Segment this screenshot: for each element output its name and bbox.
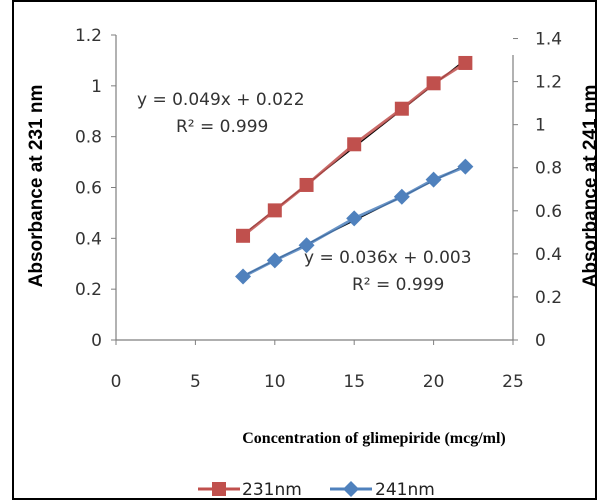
data-point-231nm bbox=[347, 137, 362, 152]
data-point-241nm bbox=[298, 237, 315, 254]
y2-tick-label: 1.2 bbox=[535, 73, 562, 93]
legend-label-241: 241nm bbox=[375, 480, 435, 500]
y-tick-label: 0.8 bbox=[75, 128, 102, 148]
legend-label-231: 231nm bbox=[242, 480, 302, 500]
y2-tick-label: 0.6 bbox=[535, 202, 562, 222]
data-point-231nm bbox=[299, 177, 314, 192]
x-tick-label: 20 bbox=[423, 372, 445, 392]
equation-231: y = 0.049x + 0.022 bbox=[137, 90, 305, 110]
y-tick-label: 0 bbox=[91, 331, 102, 351]
y2-tick-label: 0.2 bbox=[535, 288, 562, 308]
legend-marker-241 bbox=[343, 481, 359, 497]
tick-labels-layer: 0 0.2 0.4 0.6 0.8 1 1.2 0 0.2 0.4 0.6 0.8 1 1.2 1.4 0 5 1… bbox=[75, 26, 562, 392]
equation-241: y = 0.036x + 0.003 bbox=[304, 248, 472, 268]
y-axis-label: Absorbance at 231 nm bbox=[26, 85, 47, 288]
x-tick-label: 25 bbox=[502, 372, 524, 392]
y2-axis-label: Absorbance at 241 nm bbox=[580, 85, 601, 288]
x-tick-label: 5 bbox=[190, 372, 201, 392]
legend-marker-231 bbox=[212, 482, 226, 496]
data-point-241nm bbox=[425, 171, 442, 188]
y2-tick-label: 0.8 bbox=[535, 159, 562, 179]
data-point-241nm bbox=[235, 268, 252, 285]
y2-tick-label: 1 bbox=[535, 116, 546, 136]
y-tick-label: 0.2 bbox=[75, 280, 102, 300]
data-point-231nm bbox=[236, 228, 251, 243]
data-point-241nm bbox=[346, 210, 363, 227]
legend: 231nm 241nm bbox=[198, 480, 435, 500]
data-point-241nm bbox=[266, 252, 283, 269]
y-tick-label: 0.6 bbox=[75, 179, 102, 199]
axes-layer bbox=[111, 34, 518, 345]
y2-tick-label: 0.4 bbox=[535, 245, 562, 265]
y2-tick-label: 1.4 bbox=[535, 30, 562, 50]
data-point-231nm bbox=[394, 101, 409, 116]
data-point-231nm bbox=[458, 55, 473, 70]
x-tick-label: 15 bbox=[343, 372, 365, 392]
x-tick-label: 10 bbox=[264, 372, 286, 392]
y-tick-label: 1.2 bbox=[75, 26, 102, 46]
data-point-241nm bbox=[393, 188, 410, 205]
data-point-231nm bbox=[426, 76, 441, 91]
r-squared-241: R² = 0.999 bbox=[352, 275, 444, 295]
x-axis-label: Concentration of glimepiride (mcg/ml) bbox=[242, 430, 506, 447]
y2-tick-label: 0 bbox=[535, 331, 546, 351]
y-tick-label: 0.4 bbox=[75, 229, 102, 249]
series-layer bbox=[235, 55, 474, 285]
x-tick-label: 0 bbox=[111, 372, 122, 392]
r-squared-231: R² = 0.999 bbox=[176, 117, 268, 137]
y-tick-label: 1 bbox=[91, 77, 102, 97]
data-point-241nm bbox=[457, 158, 474, 175]
data-point-231nm bbox=[267, 203, 282, 218]
